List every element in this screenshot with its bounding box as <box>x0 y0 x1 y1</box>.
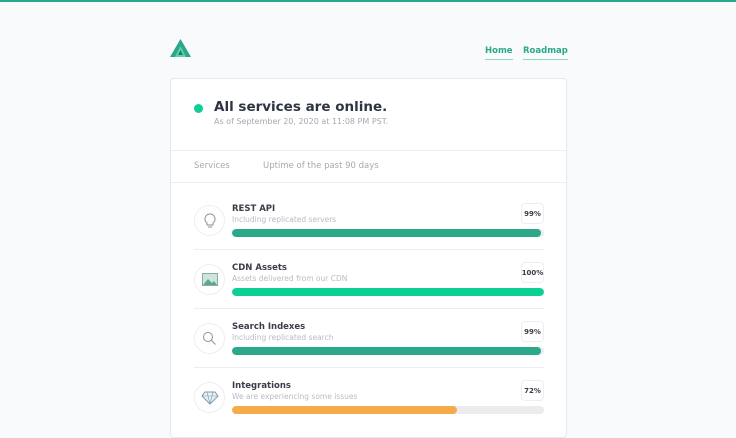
status-title: All services are online. <box>214 99 388 115</box>
status-card: All services are online. As of September… <box>170 78 567 438</box>
service-row: Integrations We are experiencing some is… <box>194 374 544 433</box>
uptime-badge: 99% <box>521 321 544 342</box>
column-uptime: Uptime of the past 90 days <box>263 161 379 171</box>
divider <box>194 308 544 309</box>
status-dot <box>194 104 203 113</box>
divider <box>194 367 544 368</box>
service-name: CDN Assets <box>232 263 287 273</box>
search-icon <box>194 323 225 354</box>
uptime-badge: 72% <box>521 380 544 401</box>
service-description: We are experiencing some issues <box>232 392 358 401</box>
uptime-bar <box>232 406 544 414</box>
divider <box>194 249 544 250</box>
service-name: Search Indexes <box>232 322 306 332</box>
uptime-bar <box>232 229 544 237</box>
uptime-bar <box>232 288 544 296</box>
nav-roadmap[interactable]: Roadmap <box>523 46 568 60</box>
service-row: Search Indexes Including replicated sear… <box>194 315 544 374</box>
service-description: Including replicated search <box>232 333 334 342</box>
service-name: REST API <box>232 204 276 214</box>
lightbulb-icon <box>194 205 225 236</box>
nav-home[interactable]: Home <box>485 46 513 60</box>
divider <box>171 150 566 151</box>
logo-icon[interactable] <box>170 39 191 57</box>
uptime-bar <box>232 347 544 355</box>
service-row: CDN Assets Assets delivered from our CDN… <box>194 256 544 315</box>
uptime-badge: 99% <box>521 203 544 224</box>
service-description: Assets delivered from our CDN <box>232 274 348 283</box>
uptime-bar-fill <box>232 406 457 414</box>
uptime-bar-fill <box>232 288 544 296</box>
image-icon <box>194 264 225 295</box>
column-services: Services <box>194 161 230 171</box>
status-timestamp: As of September 20, 2020 at 11:08 PM PST… <box>214 117 389 126</box>
divider <box>171 182 566 183</box>
uptime-bar-fill <box>232 347 541 355</box>
service-name: Integrations <box>232 381 291 391</box>
service-row: REST API Including replicated servers 99… <box>194 197 544 256</box>
diamond-icon <box>194 382 225 413</box>
uptime-bar-fill <box>232 229 541 237</box>
uptime-badge: 100% <box>521 262 544 283</box>
service-description: Including replicated servers <box>232 215 337 224</box>
